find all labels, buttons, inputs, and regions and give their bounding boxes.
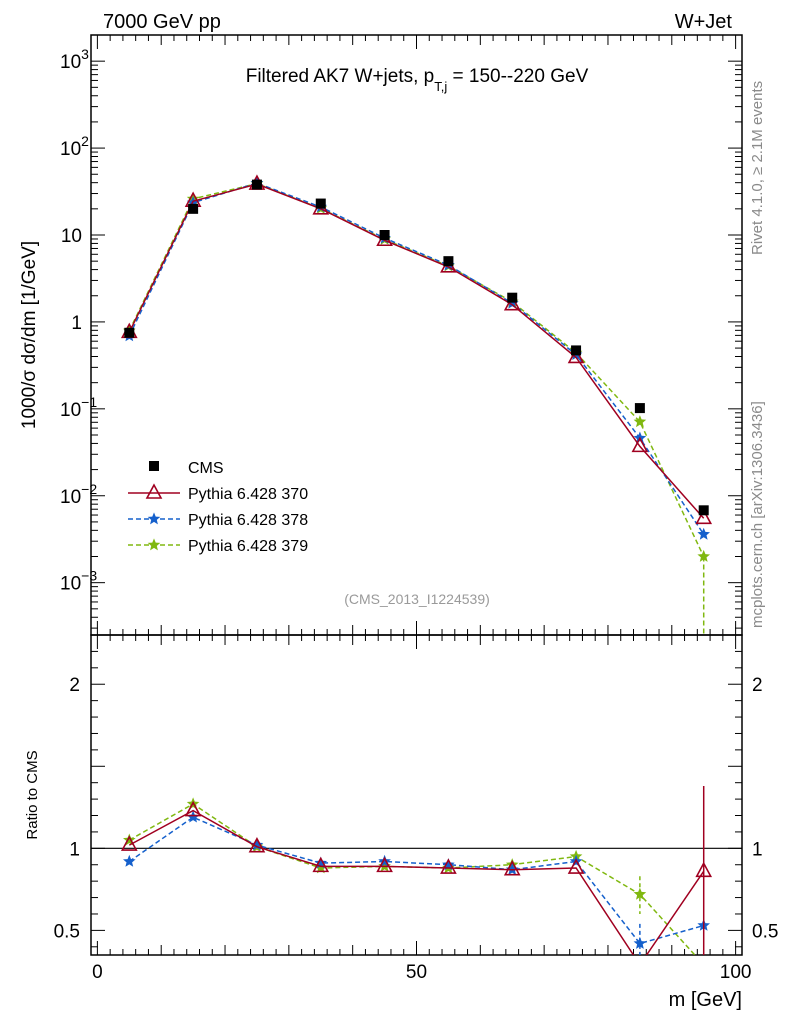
ratio-point-0 [440, 858, 457, 874]
header-left: 7000 GeV pp [103, 11, 221, 33]
legend-label-0: CMS [188, 460, 224, 477]
ratio-point-2 [697, 958, 710, 970]
ratio-point-0 [503, 859, 521, 876]
ratio-point-2 [314, 861, 328, 874]
legend-marker-0 [149, 461, 159, 471]
ratio-y-tick-label-left: 1 [69, 839, 80, 860]
ratio-panel: 0.5 0.5 1 1 2 2 0 50 100 Ratio to CMS m [GeV] [24, 634, 778, 1011]
series-line-2 [128, 182, 705, 535]
ratio-y-tick-label-right: 1 [752, 839, 763, 860]
data-point-1 [567, 347, 585, 364]
ratio-line-1 [128, 816, 704, 945]
main-y-tick-label: 10−1 [60, 394, 97, 421]
data-point-1 [695, 508, 713, 525]
ratio-y-tick-label-right: 0.5 [752, 921, 778, 942]
ratio-point-0 [376, 856, 393, 873]
ratio-point-1 [186, 810, 200, 823]
main-y-tick-label: 1 [71, 313, 82, 334]
mcplots-label: mcplots.cern.ch [arXiv:1306.3436] [749, 401, 766, 628]
ratio-point-0 [184, 800, 202, 817]
data-point-1 [631, 436, 649, 453]
legend-label-2: Pythia 6.428 378 [188, 512, 308, 529]
ratio-y-tick-label-right: 2 [752, 675, 763, 696]
series-line-3 [128, 182, 705, 557]
data-point-0 [124, 327, 135, 338]
main-y-tick-label: 10−2 [60, 481, 97, 508]
ratio-point-0 [248, 837, 266, 853]
data-point-3 [633, 415, 647, 428]
ratio-frame [90, 634, 743, 956]
main-y-tick-label: 103 [60, 46, 89, 73]
series-line-1 [128, 183, 705, 519]
data-point-1 [503, 294, 521, 311]
ratio-point-1 [442, 858, 455, 871]
data-point-0 [379, 230, 390, 240]
main-y-axis-label: 1000/σ dσ/dm [1/GeV] [19, 241, 40, 429]
analysis-watermark: (CMS_2013_I1224539) [344, 591, 490, 607]
data-point-2 [697, 527, 710, 540]
main-y-tick-label: 10−3 [60, 568, 97, 595]
data-point-3 [697, 549, 710, 562]
ratio-point-0 [312, 856, 330, 873]
legend: CMS Pythia 6.428 370 Pythia 6.428 378 Pythi… [128, 460, 308, 555]
x-axis-label: m [GeV] [669, 989, 742, 1011]
data-point-0 [188, 203, 199, 214]
legend-marker-2 [147, 512, 161, 525]
ratio-line-0 [128, 809, 705, 955]
ratio-point-1 [378, 854, 391, 867]
ratio-x-tick-label: 100 [720, 962, 752, 983]
ratio-y-tick-label-left: 0.5 [54, 921, 80, 942]
legend-marker-1 [145, 483, 163, 499]
data-point-0 [443, 256, 454, 267]
ratio-point-1 [250, 838, 264, 851]
main-x-ticks [96, 35, 737, 635]
ratio-y-axis-label: Ratio to CMS [24, 750, 41, 839]
data-point-0 [251, 179, 262, 190]
rivet-label: Rivet 4.1.0, ≥ 2.1M events [749, 81, 766, 255]
legend-marker-3 [147, 538, 161, 551]
data-point-0 [698, 505, 709, 516]
main-y-tick-label: 102 [60, 133, 89, 160]
chart-title: Filtered AK7 W+jets, pT,j = 150--220 GeV [246, 66, 589, 94]
main-y-tick-label: 10 [61, 226, 82, 247]
main-series [120, 174, 713, 635]
header-right: W+Jet [675, 11, 733, 33]
data-point-0 [571, 345, 582, 356]
ratio-point-0 [567, 858, 585, 874]
ratio-x-tick-label: 50 [406, 962, 427, 983]
ratio-series [91, 785, 742, 970]
ratio-x-ticks: 0 50 100 [92, 635, 751, 983]
legend-label-3: Pythia 6.428 379 [188, 538, 308, 555]
ratio-y-tick-label-left: 2 [69, 675, 80, 696]
main-panel: 10−3 10−2 10−1 1 10 102 103 Filtered AK7 W+jet… [19, 34, 743, 636]
ratio-point-0 [633, 957, 647, 970]
ratio-point-1 [123, 854, 136, 867]
legend-label-1: Pythia 6.428 370 [188, 486, 308, 503]
ratio-x-tick-label: 0 [92, 962, 103, 983]
ratio-line-2 [128, 803, 696, 955]
ratio-point-0 [120, 835, 138, 851]
data-point-0 [634, 403, 645, 414]
data-point-0 [315, 198, 326, 209]
data-point-0 [507, 292, 518, 303]
ratio-y-ticks: 0.5 0.5 1 1 2 2 [54, 650, 778, 948]
ratio-point-1 [633, 936, 647, 949]
main-y-ticks: 10−3 10−2 10−1 1 10 102 103 [60, 34, 742, 629]
